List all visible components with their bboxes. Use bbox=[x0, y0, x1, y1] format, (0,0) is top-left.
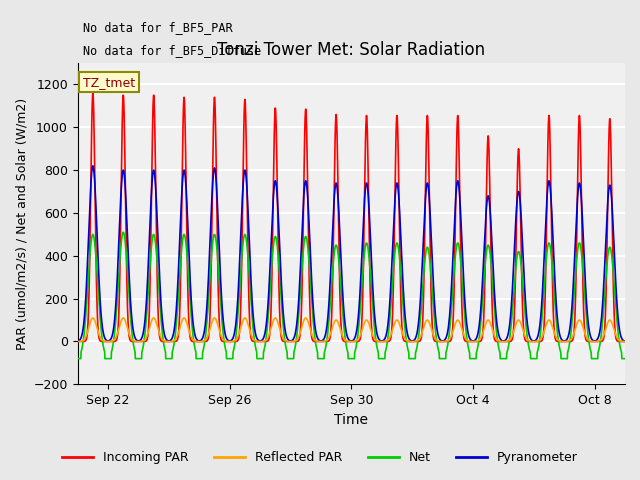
Legend: Incoming PAR, Reflected PAR, Net, Pyranometer: Incoming PAR, Reflected PAR, Net, Pyrano… bbox=[57, 446, 583, 469]
Text: TZ_tmet: TZ_tmet bbox=[83, 75, 135, 88]
Y-axis label: PAR (umol/m2/s) / Net and Solar (W/m2): PAR (umol/m2/s) / Net and Solar (W/m2) bbox=[15, 97, 28, 350]
Text: No data for f_BF5_PAR: No data for f_BF5_PAR bbox=[83, 21, 233, 34]
X-axis label: Time: Time bbox=[334, 413, 369, 427]
Text: No data for f_BF5_Diffuse: No data for f_BF5_Diffuse bbox=[83, 44, 261, 57]
Title: Tonzi Tower Met: Solar Radiation: Tonzi Tower Met: Solar Radiation bbox=[217, 41, 485, 59]
